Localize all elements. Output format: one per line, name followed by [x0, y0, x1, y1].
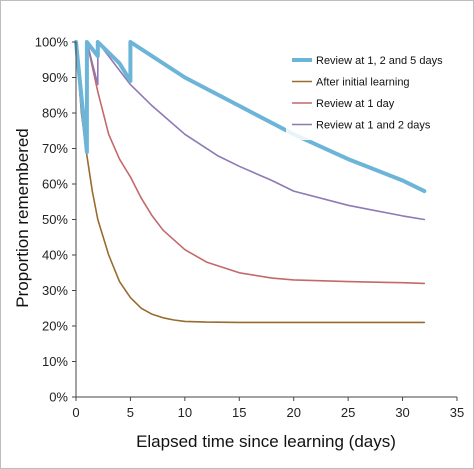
y-tick-label: 20%: [42, 319, 68, 334]
x-tick-label: 20: [286, 405, 300, 420]
legend-label: Review at 1 and 2 days: [316, 120, 431, 132]
y-tick-label: 90%: [42, 70, 68, 85]
y-axis-title: Proportion remembered: [13, 128, 32, 308]
x-tick-label: 0: [72, 405, 79, 420]
y-tick-label: 30%: [42, 283, 68, 298]
series-layer: [74, 40, 427, 324]
x-axis-title: Elapsed time since learning (days): [136, 432, 396, 451]
legend-label: After initial learning: [316, 77, 410, 89]
legend-label: Review at 1 day: [316, 98, 395, 110]
y-tick-label: 40%: [42, 248, 68, 263]
ticks-layer: 0% 10% 20% 30% 40% 50% 60% 70% 80% 90% 100% 0 5 10 15 2…: [35, 35, 464, 421]
x-tick-label: 30: [395, 405, 409, 420]
y-tick-label: 100%: [35, 35, 69, 50]
y-tick-label: 70%: [42, 141, 68, 156]
y-tick-label: 50%: [42, 212, 68, 227]
x-tick-label: 10: [178, 405, 192, 420]
series-line-3: [75, 41, 426, 221]
x-tick-label: 15: [232, 405, 246, 420]
x-tick-label: 35: [450, 405, 464, 420]
series-line-0: [74, 40, 427, 194]
y-tick-label: 10%: [42, 354, 68, 369]
y-tick-label: 80%: [42, 106, 68, 121]
legend-background: [286, 48, 446, 140]
legend-label: Review at 1, 2 and 5 days: [316, 55, 443, 67]
legend: Review at 1, 2 and 5 days After initial l…: [286, 48, 446, 140]
x-tick-label: 25: [341, 405, 355, 420]
x-tick-label: 5: [127, 405, 134, 420]
y-tick-label: 0%: [49, 390, 68, 405]
series-line-1: [75, 41, 426, 324]
y-tick-label: 60%: [42, 177, 68, 192]
